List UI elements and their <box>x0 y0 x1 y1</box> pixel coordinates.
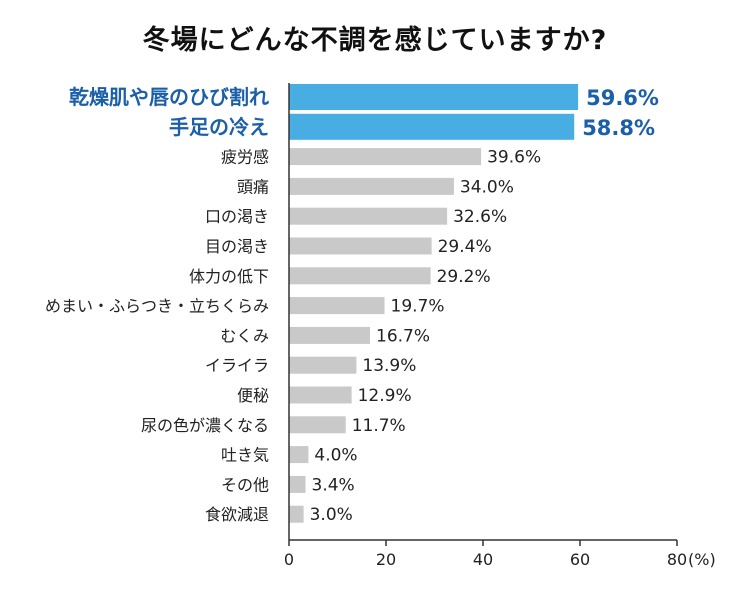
value-label: 29.4% <box>438 237 492 257</box>
bar <box>289 356 357 374</box>
bar <box>289 148 482 166</box>
value-label: 3.0% <box>310 505 353 525</box>
category-label: 体力の低下 <box>189 267 269 286</box>
value-label: 39.6% <box>487 148 541 168</box>
value-label: 11.7% <box>352 416 406 436</box>
x-tick-label: 40 <box>473 550 493 569</box>
category-label: めまい・ふらつき・立ちくらみ <box>45 297 269 316</box>
category-label: 食欲減退 <box>205 505 269 524</box>
value-label: 3.4% <box>312 475 355 495</box>
category-label: 吐き気 <box>221 446 269 465</box>
category-label: 手足の冷え <box>169 115 269 139</box>
bar <box>289 475 306 493</box>
x-tick-label: 60 <box>570 550 590 569</box>
x-tick-label: 0 <box>284 550 294 569</box>
bar <box>289 207 448 225</box>
bar <box>289 267 431 285</box>
bar <box>289 113 575 140</box>
category-label: むくみ <box>220 326 269 345</box>
category-label: 便秘 <box>237 386 269 405</box>
value-label: 4.0% <box>314 446 357 466</box>
value-label: 16.7% <box>376 326 430 346</box>
category-label: 乾燥肌や唇のひび割れ <box>69 85 269 109</box>
bar <box>289 446 309 464</box>
category-label: 口の渇き <box>205 207 269 226</box>
bar <box>289 505 304 523</box>
category-label: 頭痛 <box>237 177 269 196</box>
value-label: 59.6% <box>586 86 659 110</box>
value-label: 34.0% <box>460 177 514 197</box>
category-label: 目の渇き <box>205 237 269 256</box>
x-unit-label: (%) <box>688 550 716 569</box>
value-label: 29.2% <box>437 267 491 287</box>
value-label: 32.6% <box>453 207 507 227</box>
value-label: 19.7% <box>391 297 445 317</box>
bars-layer: 乾燥肌や唇のひび割れ 59.6% 手足の冷え 58.8% 疲労感 39.6% 頭痛 34.0%… <box>45 84 659 525</box>
category-label: 尿の色が濃くなる <box>141 416 269 435</box>
value-label: 58.8% <box>582 116 655 140</box>
bar <box>289 237 432 255</box>
chart-title: 冬場にどんな不調を感じていますか? <box>142 25 608 56</box>
value-label: 12.9% <box>358 386 412 406</box>
value-label: 13.9% <box>362 356 416 376</box>
bar <box>289 416 346 434</box>
bar <box>289 177 454 195</box>
category-label: イライラ <box>205 356 269 375</box>
category-label: その他 <box>221 475 269 494</box>
x-tick-label: 80 <box>667 550 687 569</box>
category-label: 疲労感 <box>221 148 269 167</box>
bar <box>289 326 370 344</box>
bar <box>289 297 385 315</box>
bar <box>289 386 352 404</box>
x-tick-label: 20 <box>376 550 396 569</box>
bar <box>289 84 579 110</box>
x-axis: 0 20 40 60 80 (%) <box>284 83 716 569</box>
